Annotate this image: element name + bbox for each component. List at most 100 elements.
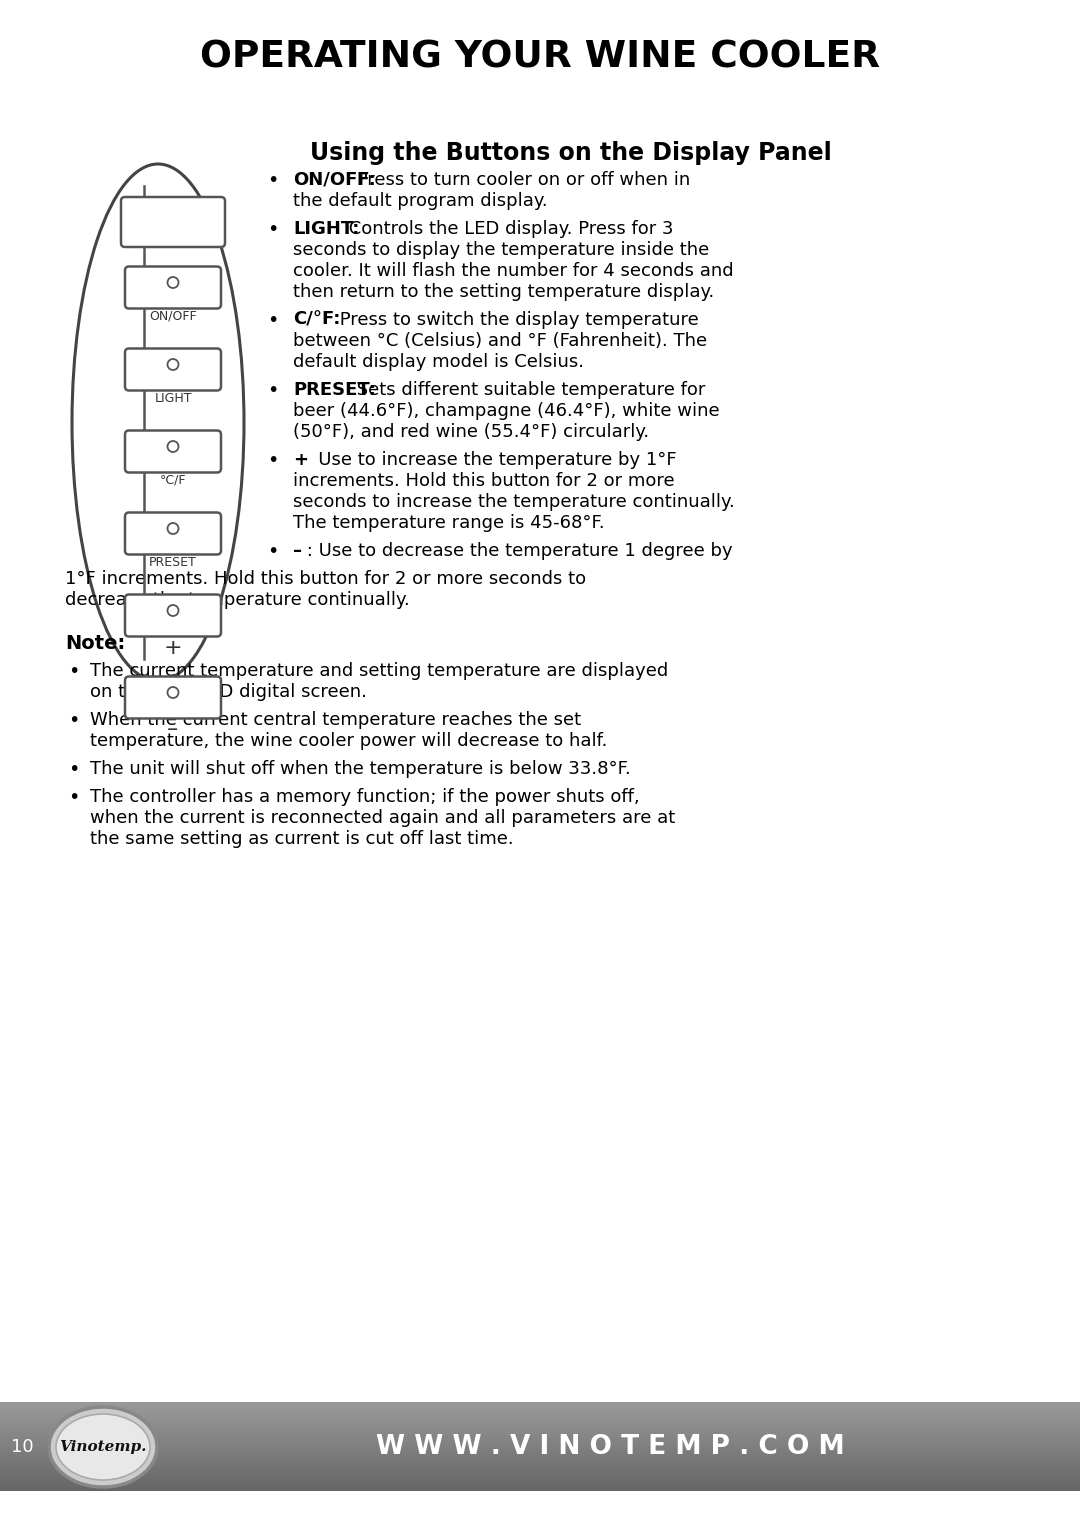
Bar [0,1404,1080,1407]
Text: Press to switch the display temperature: Press to switch the display temperature [335,310,699,329]
Text: increments. Hold this button for 2 or more: increments. Hold this button for 2 or mo… [293,472,675,489]
Bar [0,1445,1080,1446]
Bar [0,1442,1080,1445]
Text: Sets different suitable temperature for: Sets different suitable temperature for [351,381,705,399]
Bar [0,1491,1080,1529]
Text: •: • [268,381,279,401]
Bar [0,1433,1080,1434]
FancyBboxPatch shape [125,676,221,719]
Text: The unit will shut off when the temperature is below 33.8°F.: The unit will shut off when the temperat… [90,760,631,778]
Text: The temperature range is 45-68°F.: The temperature range is 45-68°F. [293,514,605,532]
Bar [0,1449,1080,1453]
FancyBboxPatch shape [125,349,221,390]
Bar [0,1405,1080,1408]
Text: –: – [293,541,302,560]
Ellipse shape [72,164,244,680]
FancyBboxPatch shape [121,197,225,248]
Bar [0,1477,1080,1480]
Bar [0,1462,1080,1465]
Text: 10: 10 [11,1437,33,1456]
Bar [0,1416,1080,1419]
Bar [0,1422,1080,1423]
Bar [0,1440,1080,1443]
Text: PRESET:: PRESET: [293,381,376,399]
Text: •: • [68,787,80,807]
Text: •: • [268,220,279,239]
Text: When the current central temperature reaches the set: When the current central temperature rea… [90,711,581,729]
Text: the same setting as current is cut off last time.: the same setting as current is cut off l… [90,830,514,849]
Text: when the current is reconnected again and all parameters are at: when the current is reconnected again an… [90,809,675,827]
Bar [0,1460,1080,1463]
Bar [0,1471,1080,1474]
Text: 1°F increments. Hold this button for 2 or more seconds to: 1°F increments. Hold this button for 2 o… [65,570,586,589]
Bar [0,1419,1080,1422]
Text: Press to turn cooler on or off when in: Press to turn cooler on or off when in [351,171,690,190]
Text: decrease the temperature continually.: decrease the temperature continually. [65,592,409,609]
Bar [0,1483,1080,1486]
FancyBboxPatch shape [125,431,221,472]
Bar [0,1407,1080,1410]
Bar [0,1482,1080,1485]
Text: •: • [268,310,279,330]
Text: PRESET: PRESET [149,555,197,569]
Text: •: • [68,711,80,729]
Bar [0,1417,1080,1420]
Bar [0,1427,1080,1430]
Bar [0,1414,1080,1417]
Bar [0,1434,1080,1436]
Text: (50°F), and red wine (55.4°F) circularly.: (50°F), and red wine (55.4°F) circularly… [293,424,649,440]
Text: cooler. It will flash the number for 4 seconds and: cooler. It will flash the number for 4 s… [293,261,733,280]
Text: on the blue LED digital screen.: on the blue LED digital screen. [90,683,367,700]
Text: LIGHT:: LIGHT: [293,220,360,239]
Text: seconds to display the temperature inside the: seconds to display the temperature insid… [293,242,710,258]
Text: Using the Buttons on the Display Panel: Using the Buttons on the Display Panel [310,141,832,165]
Bar [0,1469,1080,1471]
Bar [0,1448,1080,1451]
Text: default display model is Celsius.: default display model is Celsius. [293,353,584,372]
Text: •: • [268,171,279,190]
Bar [0,1430,1080,1433]
FancyBboxPatch shape [125,512,221,555]
Text: ON/OFF:: ON/OFF: [293,171,376,190]
Bar [0,1465,1080,1468]
Text: •: • [68,662,80,680]
Bar [0,1436,1080,1439]
Bar [0,1488,1080,1491]
Bar [0,1486,1080,1489]
Text: +: + [164,638,183,657]
Bar [0,1439,1080,1442]
Bar [0,1451,1080,1454]
Bar [0,1480,1080,1482]
Bar [0,1468,1080,1469]
Text: OPERATING YOUR WINE COOLER: OPERATING YOUR WINE COOLER [200,40,880,75]
Text: Use to increase the temperature by 1°F: Use to increase the temperature by 1°F [301,451,677,469]
Bar [0,1423,1080,1427]
Text: then return to the setting temperature display.: then return to the setting temperature d… [293,283,714,301]
Text: seconds to increase the temperature continually.: seconds to increase the temperature cont… [293,492,734,511]
Ellipse shape [56,1414,150,1480]
Bar [0,1472,1080,1475]
Text: •: • [268,451,279,469]
Text: •: • [68,760,80,778]
Text: : Use to decrease the temperature 1 degree by: : Use to decrease the temperature 1 degr… [301,541,733,560]
Text: temperature, the wine cooler power will decrease to half.: temperature, the wine cooler power will … [90,732,607,751]
Bar [0,1428,1080,1431]
Text: Controls the LED display. Press for 3: Controls the LED display. Press for 3 [342,220,673,239]
Bar [0,1454,1080,1457]
Text: between °C (Celsius) and °F (Fahrenheit). The: between °C (Celsius) and °F (Fahrenheit)… [293,332,707,350]
FancyBboxPatch shape [125,595,221,636]
Bar [0,1446,1080,1449]
Bar [0,1459,1080,1462]
Bar [0,1410,1080,1411]
Bar [0,1437,1080,1440]
Text: the default program display.: the default program display. [293,193,548,209]
Text: Vinotemp.: Vinotemp. [59,1440,147,1454]
Text: +: + [293,451,308,469]
Text: The controller has a memory function; if the power shuts off,: The controller has a memory function; if… [90,787,639,806]
Text: The current temperature and setting temperature are displayed: The current temperature and setting temp… [90,662,669,680]
Bar [0,1453,1080,1456]
Bar [0,1463,1080,1466]
Bar [0,1475,1080,1479]
Bar [0,1413,1080,1416]
Text: beer (44.6°F), champagne (46.4°F), white wine: beer (44.6°F), champagne (46.4°F), white… [293,402,719,420]
